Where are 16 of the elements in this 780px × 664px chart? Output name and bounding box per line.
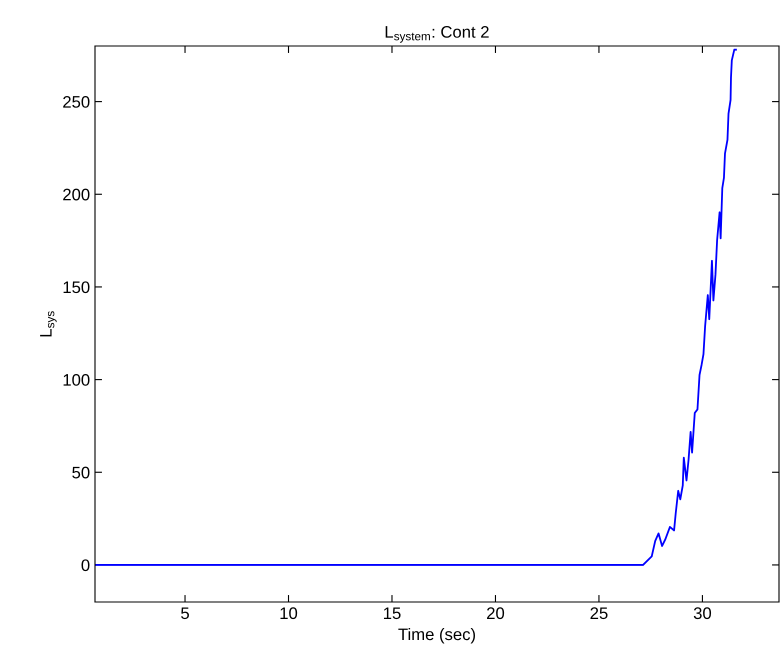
y-tick-label: 250 <box>63 96 90 108</box>
x-tick-label: 10 <box>280 607 298 620</box>
y-tick-label: 200 <box>63 188 90 200</box>
y-tick-label: 150 <box>64 281 90 294</box>
chart-title: L$_{system}$: Cont 2 <box>386 26 489 43</box>
x-tick-label: 25 <box>590 607 608 620</box>
x-tick-label: 5 <box>181 607 189 620</box>
x-tick-label: 15 <box>384 607 401 620</box>
x-tick-label: 30 <box>694 607 712 620</box>
line-series <box>95 48 737 566</box>
y-axis-title: L$_{sys}$ <box>40 311 57 336</box>
x-tick-label: 20 <box>487 607 504 620</box>
y-tick-label: 100 <box>64 374 90 386</box>
x-axis-title: Time (sec) <box>398 628 476 644</box>
y-tick-label: 0 <box>82 559 90 572</box>
y-tick-label: 50 <box>72 466 90 478</box>
